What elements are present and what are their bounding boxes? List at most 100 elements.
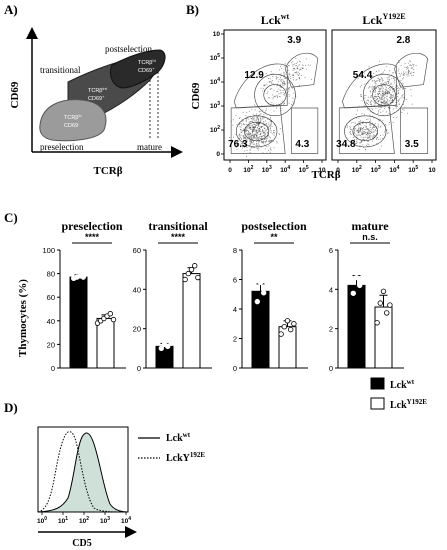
facs-contour (352, 121, 379, 141)
y-tick-label: 60 (47, 293, 55, 302)
region-transitional: transitional (40, 65, 81, 75)
y-tick-label: 4 (329, 285, 333, 294)
bar-chart-title: mature (351, 219, 389, 233)
gate-value-top-right: 2.8 (396, 35, 410, 46)
bar-Lckwt (155, 345, 174, 369)
gate-mature (400, 107, 429, 154)
panel-d-label: D) (4, 400, 18, 415)
facs-y-tick: 105 (210, 53, 220, 62)
bar-LckY192E (96, 317, 115, 369)
data-point (350, 290, 356, 296)
facs-contour (254, 73, 296, 117)
facs-contour (344, 115, 387, 148)
facs-x-tick: 0 (336, 167, 340, 174)
data-point (387, 302, 393, 308)
data-point (357, 282, 363, 289)
facs-x-tick: 103 (371, 165, 381, 174)
panel-a-label: A) (4, 2, 18, 17)
panel-a-xlabel: TCRβ (93, 165, 122, 177)
significance-label: **** (171, 232, 186, 242)
bar-Lckwt (347, 284, 366, 369)
facs-x-tick: 0 (228, 167, 232, 174)
data-point (254, 298, 260, 305)
y-tick-label: 2 (233, 335, 237, 344)
blob-label-top-1: TCRβhi (138, 58, 156, 66)
gate-mature (290, 107, 319, 154)
panel-b-label: B) (186, 2, 199, 17)
y-tick-label: 4 (233, 305, 237, 314)
gate-value-bottom-left: 34.8 (336, 139, 356, 150)
significance-label: ** (270, 232, 278, 242)
data-point (185, 270, 191, 277)
facs-y-tick: 102 (210, 125, 220, 134)
data-point (158, 345, 164, 352)
data-point (191, 263, 198, 269)
panel-b-ylabel: CD69 (190, 82, 202, 109)
gate-value-bottom-right: 3.5 (405, 139, 419, 150)
gate-transitional (233, 63, 288, 109)
facs-x-tick: 105 (408, 165, 418, 174)
data-point (110, 316, 117, 323)
region-postselection: postselection (105, 44, 152, 54)
facs-x-tick: 10 (428, 167, 436, 174)
bar-chart-preselection: preselection 0 20 40 60 80 100 **** (42, 219, 126, 373)
data-point (164, 343, 171, 350)
gate-transitional (342, 63, 397, 109)
facs-y-tick: 103 (210, 101, 220, 110)
facs-plots: 3.9 12.9 76.3 4.3 Lckwt 0 102 103 104 105 10 0 102 10… (210, 12, 437, 174)
gate-value-bottom-left: 76.3 (228, 139, 248, 150)
facs-y-tick: 10 (213, 31, 221, 38)
data-point (195, 274, 201, 281)
facs-plot-title: LckY192E (362, 12, 405, 27)
y-tick-label: 20 (47, 340, 55, 349)
y-tick-label: 8 (233, 246, 237, 255)
data-point (353, 274, 360, 281)
facs-y-tick: 104 (210, 77, 220, 86)
panel-b-xlabel: TCRβ (311, 169, 340, 181)
y-tick-label: 40 (47, 317, 55, 326)
gate-postselection (284, 52, 319, 88)
data-point (182, 276, 188, 283)
facs-y-tick: 0 (216, 151, 220, 158)
blob-label-pre-1: TCRβlo (64, 113, 82, 121)
panel-c-ylabel: Thymocytes (%) (17, 279, 29, 357)
y-tick-label: 6 (233, 276, 237, 285)
data-point (80, 274, 86, 280)
gate-preselection (338, 105, 395, 154)
blob-label-top-2: CD69+ (138, 66, 155, 74)
bar-LckY192E (374, 306, 393, 369)
bar-charts: preselection020406080100****transitional… (42, 219, 404, 373)
histogram-x-tick: 100 (37, 516, 47, 525)
gate-value-mid-left: 12.9 (244, 70, 264, 81)
blob-label-pre-2: CD69- (64, 121, 80, 129)
facs-x-tick: 10 (318, 167, 326, 174)
blob-label-mid-1: TCRβint (88, 86, 108, 94)
bar-Lckwt (251, 290, 270, 369)
data-point (257, 279, 264, 286)
data-point (291, 321, 297, 327)
histogram-ticks: 100 101 102 103 104 (37, 512, 131, 525)
bar-chart-title: postselection (241, 219, 307, 233)
facs-density-dots (229, 58, 312, 157)
facs-contour (244, 121, 270, 141)
histogram-x-tick: 101 (58, 516, 68, 525)
y-tick-label: 6 (329, 246, 333, 255)
facs-plot-title: Lckwt (261, 12, 290, 27)
gate-value-mid-left: 54.4 (353, 70, 373, 81)
significance-label: n.s. (362, 232, 378, 242)
data-point (281, 324, 287, 330)
data-point (278, 331, 284, 337)
data-point (380, 288, 387, 294)
panel-a: A) CD69 TCRβ transitional postselection … (4, 2, 183, 177)
facs-x-tick: 104 (389, 165, 399, 174)
data-point (288, 326, 294, 333)
facs-contour (362, 73, 406, 117)
panel-c-legend: Lckwt LckY192E (370, 377, 427, 411)
data-point (384, 310, 390, 316)
data-point (261, 290, 267, 296)
y-tick-label: 0 (51, 364, 55, 373)
data-point (374, 320, 380, 326)
histogram-wt-curve (37, 432, 129, 513)
facs-contour (235, 115, 278, 148)
